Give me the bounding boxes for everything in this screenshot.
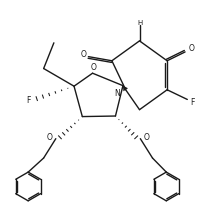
Text: H: H — [137, 20, 142, 26]
Text: N: N — [114, 89, 120, 98]
Polygon shape — [123, 86, 128, 91]
Text: F: F — [26, 96, 30, 105]
Text: O: O — [47, 133, 53, 142]
Text: O: O — [144, 133, 150, 142]
Text: O: O — [90, 63, 96, 72]
Text: O: O — [188, 44, 194, 53]
Text: F: F — [191, 98, 195, 107]
Text: O: O — [81, 50, 87, 59]
